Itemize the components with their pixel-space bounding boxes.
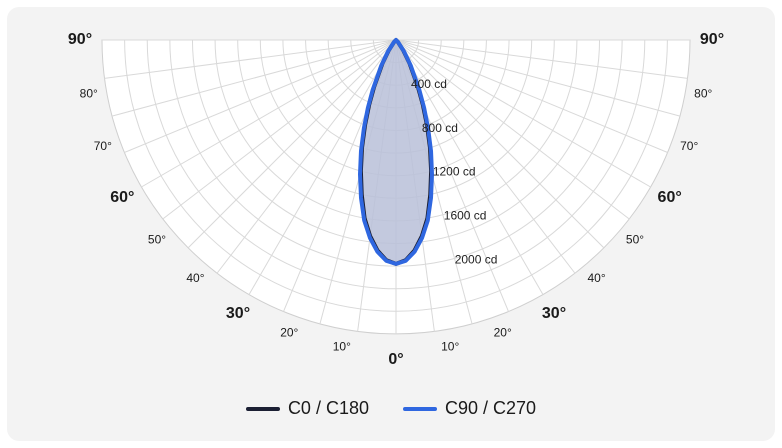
angle-label-30-left: 30° (226, 305, 250, 322)
intensity-curves (358, 38, 434, 266)
radial-tick-label: 800 cd (422, 121, 458, 135)
grid-spoke (395, 39, 630, 220)
radial-tick-label: 400 cd (411, 77, 447, 91)
grid-spoke (395, 39, 605, 249)
legend-swatch-c90-c270 (402, 406, 437, 411)
grid-spoke (395, 39, 544, 295)
angle-label-80-left: 80° (80, 86, 98, 100)
angle-label-90-right: 90° (700, 31, 724, 48)
grid-spoke (141, 39, 397, 188)
angle-label-40-right: 40° (587, 271, 605, 285)
angle-label-70-left: 70° (94, 139, 112, 153)
legend-item-c90-c270[interactable]: C90 / C270 (402, 398, 537, 419)
angle-label-50-right: 50° (626, 233, 644, 247)
angle-label-60-right: 60° (658, 189, 682, 206)
legend-label-c90-c270: C90 / C270 (444, 398, 537, 418)
legend: C0 / C180 C90 / C270 (0, 398, 782, 419)
radial-tick-label: 1600 cd (444, 209, 487, 223)
radial-tick-label: 1200 cd (433, 165, 476, 179)
angle-label-40-left: 40° (186, 271, 204, 285)
angle-label-90-left: 90° (68, 31, 92, 48)
angle-label-70-right: 70° (680, 139, 698, 153)
grid-spoke (395, 39, 651, 188)
grid-spoke (216, 39, 397, 274)
grid-spoke (104, 39, 397, 79)
grid-spoke (111, 39, 397, 117)
angle-label-20-left: 20° (280, 325, 298, 339)
grid-spoke (395, 39, 576, 274)
grid-spoke (395, 39, 668, 153)
angle-label-30-right: 30° (542, 305, 566, 322)
grid-spoke (248, 39, 397, 295)
grid-spoke (187, 39, 397, 249)
angle-label-0: 0° (388, 351, 403, 368)
angle-label-20-right: 20° (494, 325, 512, 339)
angle-label-10-left: 10° (333, 339, 351, 353)
angle-label-80-right: 80° (694, 86, 712, 100)
grid-spoke (395, 39, 681, 117)
radial-tick-label: 2000 cd (455, 252, 498, 266)
series-c90-c270-curve (358, 38, 434, 266)
angle-label-50-left: 50° (148, 233, 166, 247)
legend-swatch-c0-c180 (245, 406, 280, 411)
grid-spoke (395, 39, 688, 79)
angle-label-60-left: 60° (110, 189, 134, 206)
legend-label-c0-c180: C0 / C180 (287, 398, 369, 418)
angle-label-10-right: 10° (441, 339, 459, 353)
legend-item-c0-c180[interactable]: C0 / C180 (245, 398, 369, 419)
axis-labels: 400 cd 800 cd 1200 cd 1600 cd 2000 cd 0° 30° 30… (68, 31, 724, 368)
grid-spoke (124, 39, 397, 153)
grid-spoke (162, 39, 397, 220)
